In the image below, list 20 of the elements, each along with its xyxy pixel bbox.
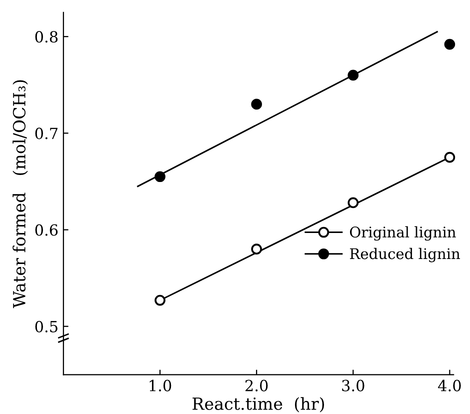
x-tick-label: 2.0 bbox=[245, 380, 268, 392]
y-tick-label: 0.8 bbox=[35, 31, 58, 43]
legend-label: Reduced lignin bbox=[350, 248, 460, 262]
point bbox=[444, 152, 456, 163]
y-axis-title: Water formed (mol/OCH₃) bbox=[12, 80, 28, 308]
x-tick-label: 4.0 bbox=[438, 380, 461, 392]
x-axis-title: React.time (hr) bbox=[192, 397, 324, 412]
y-tick-label: 0.5 bbox=[35, 320, 58, 332]
point bbox=[444, 38, 456, 50]
x-tick-label: 1.0 bbox=[150, 380, 172, 392]
point bbox=[251, 244, 262, 255]
point bbox=[154, 171, 166, 182]
legend-label: Original lignin bbox=[350, 226, 456, 241]
y-tick-label: 0.6 bbox=[35, 224, 58, 236]
point bbox=[251, 98, 262, 110]
point bbox=[348, 197, 359, 208]
y-tick-label: 0.7 bbox=[35, 128, 58, 140]
point bbox=[154, 294, 166, 306]
x-tick-label: 3.0 bbox=[342, 380, 364, 392]
point bbox=[348, 70, 359, 81]
